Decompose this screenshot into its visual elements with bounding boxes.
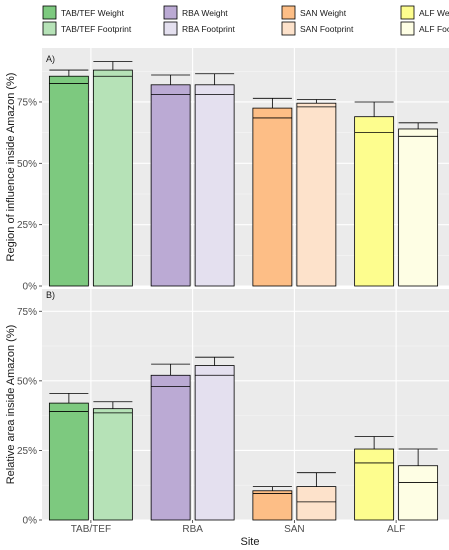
bar-tab-tef-footprint (92, 69, 133, 287)
legend-label-alf-weight: ALF Weight (419, 8, 449, 18)
x-tick-label-san: SAN (284, 524, 305, 535)
y-tick-label: 75% (17, 307, 37, 318)
legend-label-rba-weight: RBA Weight (182, 8, 228, 18)
legend-label-san-weight: SAN Weight (300, 8, 347, 18)
y-tick-label: 25% (17, 220, 37, 231)
legend-label-tab-tef-footprint: TAB/TEF Footprint (61, 24, 132, 34)
bar-san-footprint (296, 102, 337, 287)
panel-b: 0% 25% 50% 75% B) Relative area inside Amazon… (5, 289, 449, 535)
y-tick-label: 25% (17, 446, 37, 457)
legend-swatch-rba-weight (163, 5, 178, 20)
x-tick-label-alf: ALF (387, 524, 405, 535)
bar-san-weight (252, 107, 293, 287)
bar-alf-weight (354, 448, 395, 521)
legend-label-tab-tef-weight: TAB/TEF Weight (61, 8, 125, 18)
bar-tab-tef-footprint (92, 408, 133, 521)
bar-tab-tef-weight (48, 402, 89, 521)
y-tick-label: 75% (17, 97, 37, 108)
x-tick-label-tab-tef: TAB/TEF (71, 524, 111, 535)
legend-swatch-alf-weight (400, 5, 415, 20)
x-axis-title: Site (241, 536, 260, 548)
panel-tag: B) (46, 290, 55, 300)
y-axis-title: Region of influence inside Amazon (%) (5, 73, 17, 262)
legend: TAB/TEF Weight RBA Weight SAN Weight ALF We… (42, 5, 449, 36)
bar-rba-footprint (194, 365, 235, 521)
bar-alf-footprint (398, 465, 439, 521)
y-tick-label: 0% (23, 516, 38, 527)
bar-rba-weight (150, 84, 191, 287)
bar-san-weight (252, 490, 293, 521)
bar-tab-tef-weight (48, 75, 89, 287)
x-tick-label-rba: RBA (182, 524, 203, 535)
legend-swatch-san-weight (281, 5, 296, 20)
legend-label-alf-footprint: ALF Footprint (419, 24, 449, 34)
bar-rba-footprint (194, 84, 235, 287)
y-axis-title: Relative area inside Amazon (%) (5, 325, 17, 485)
legend-swatch-alf-footprint (400, 21, 415, 36)
legend-swatch-tab-tef-weight (42, 5, 57, 20)
y-tick-label: 0% (23, 282, 38, 293)
legend-swatch-rba-footprint (163, 21, 178, 36)
panel-a: 0% 25% 50% 75% A) Region of influence inside … (5, 48, 449, 293)
legend-label-rba-footprint: RBA Footprint (182, 24, 236, 34)
legend-swatch-san-footprint (281, 21, 296, 36)
panel-tag: A) (46, 54, 55, 64)
y-tick-label: 50% (17, 159, 37, 170)
bar-rba-weight (150, 374, 191, 521)
y-tick-label: 50% (17, 376, 37, 387)
bar-san-footprint (296, 486, 337, 521)
bar-alf-weight (354, 116, 395, 287)
legend-swatch-tab-tef-footprint (42, 21, 57, 36)
bar-alf-footprint (398, 128, 439, 287)
legend-label-san-footprint: SAN Footprint (300, 24, 354, 34)
